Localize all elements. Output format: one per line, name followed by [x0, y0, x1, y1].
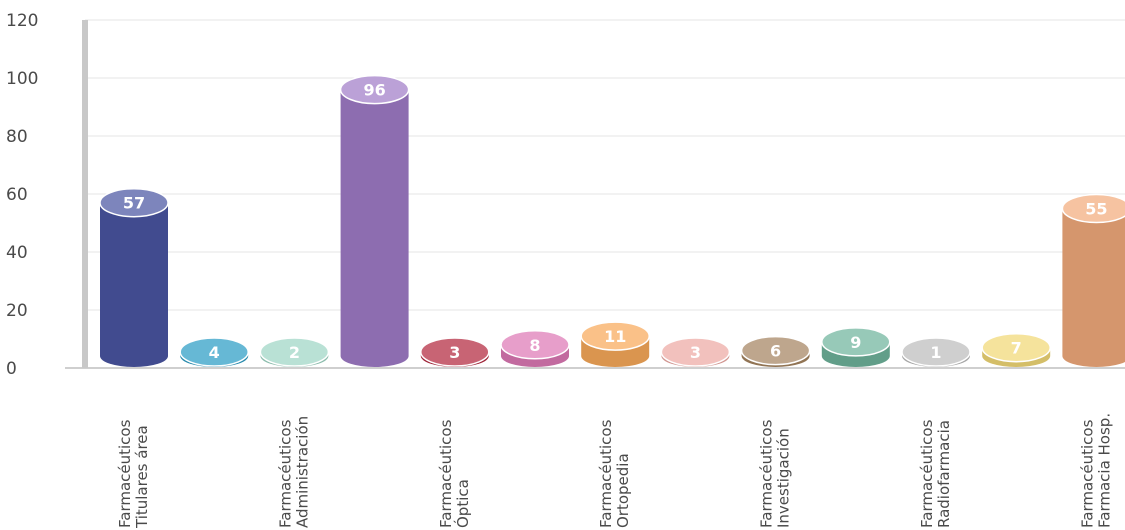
- bar-cap: [580, 321, 650, 351]
- y-tick-label: 20: [6, 301, 28, 321]
- x-tick-label: FarmacéuticosRadiofarmacia: [918, 419, 953, 528]
- data-label: 2: [289, 343, 300, 362]
- x-tick-label: FarmacéuticosOrtopedia: [597, 419, 632, 528]
- data-label: 9: [850, 333, 861, 352]
- bar-cap: [981, 332, 1051, 363]
- bar: 4: [179, 337, 249, 367]
- bar-body: [100, 202, 168, 367]
- bar: 8: [500, 330, 570, 367]
- y-tick-label: 80: [6, 127, 28, 147]
- data-label: 3: [449, 343, 460, 362]
- x-tick-label: FarmacéuticosÓptica: [437, 419, 472, 528]
- y-tick-label: 60: [6, 185, 28, 205]
- data-label: 3: [690, 343, 701, 362]
- data-label: 11: [604, 327, 626, 346]
- bar-cap: [740, 335, 811, 366]
- y-tick-label: 120: [6, 11, 38, 31]
- bar-cap: [339, 74, 410, 105]
- bar-body: [340, 89, 409, 367]
- x-tick-label: FarmacéuticosAdministración: [276, 416, 311, 528]
- bar: 11: [580, 321, 650, 367]
- bar-cap: [901, 337, 971, 367]
- y-tick-label: 40: [6, 243, 28, 263]
- bar-cap: [179, 337, 249, 367]
- x-tick-label: FarmacéuticosInvestigación: [758, 419, 793, 528]
- x-tick-label: FarmacéuticosTitulares área: [116, 419, 151, 529]
- bar-cap: [99, 187, 169, 218]
- bar-cap: [259, 337, 330, 367]
- bar-cap: [500, 330, 570, 360]
- bar: 2: [259, 337, 330, 367]
- data-label: 8: [529, 336, 540, 355]
- bar: 3: [660, 337, 731, 367]
- bar: 9: [821, 327, 891, 367]
- bar-cap: [420, 337, 490, 367]
- bar: 55: [1061, 193, 1125, 367]
- bar: 57: [99, 187, 169, 367]
- y-tick-label: 100: [6, 69, 38, 89]
- bar: 7: [981, 332, 1051, 367]
- x-tick-label: FarmacéuticosFarmacia Hosp.: [1078, 413, 1113, 528]
- data-label: 6: [770, 342, 781, 361]
- data-label: 96: [363, 81, 385, 100]
- data-label: 57: [123, 194, 145, 213]
- data-label: 55: [1085, 200, 1107, 219]
- y-tick-label: 0: [6, 359, 17, 379]
- data-label: 1: [930, 343, 941, 362]
- bar-cap: [821, 327, 891, 357]
- bar-cap: [660, 337, 731, 367]
- bar: 6: [740, 335, 811, 367]
- bar: 1: [901, 337, 971, 367]
- bar: 3: [420, 337, 490, 367]
- bar-body: [1062, 208, 1125, 367]
- bar-cap: [1061, 193, 1125, 224]
- data-label: 7: [1011, 339, 1022, 358]
- bar: 96: [339, 74, 410, 367]
- data-label: 4: [209, 343, 220, 362]
